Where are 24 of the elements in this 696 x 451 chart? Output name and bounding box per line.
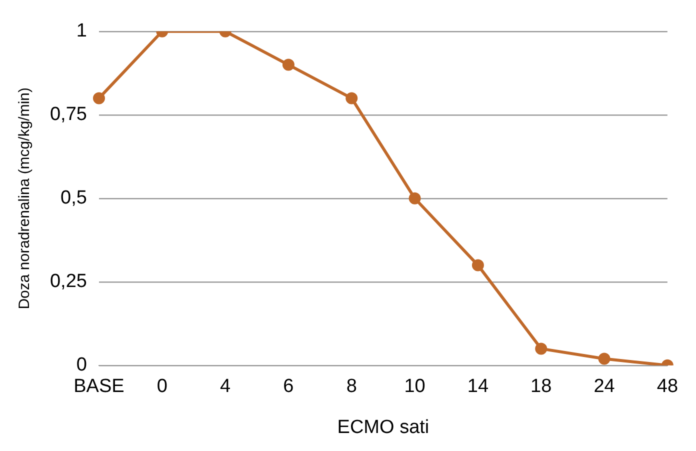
point [282,58,294,71]
y-tick-label: 0,75 [50,104,87,126]
x-tick-label: 8 [346,376,357,398]
y-tick-label: 0 [76,354,87,376]
point [408,192,421,204]
x-axis-title: ECMO sati [337,416,430,438]
x-tick-label: 6 [283,376,294,398]
y-axis-title: Doza noradrenalina (mcg/kg/min) [16,88,34,310]
x-tick-label: 14 [467,376,489,398]
point [535,342,548,355]
x-tick-label: 18 [530,376,552,398]
x-tick-label: 4 [220,376,232,398]
y-tick-label: 0,5 [60,188,87,209]
y-tick-label: 0,25 [50,271,87,292]
point [598,352,610,365]
x-tick-label: 48 [656,376,678,398]
point [346,92,358,104]
x-tick-label: 10 [404,376,426,398]
point [92,92,105,104]
y-tick-label: 1 [76,20,87,42]
x-tick-label: 24 [594,376,616,398]
x-tick-label: BASE [74,376,124,398]
x-tick-label: 0 [156,376,168,398]
point [472,259,484,272]
